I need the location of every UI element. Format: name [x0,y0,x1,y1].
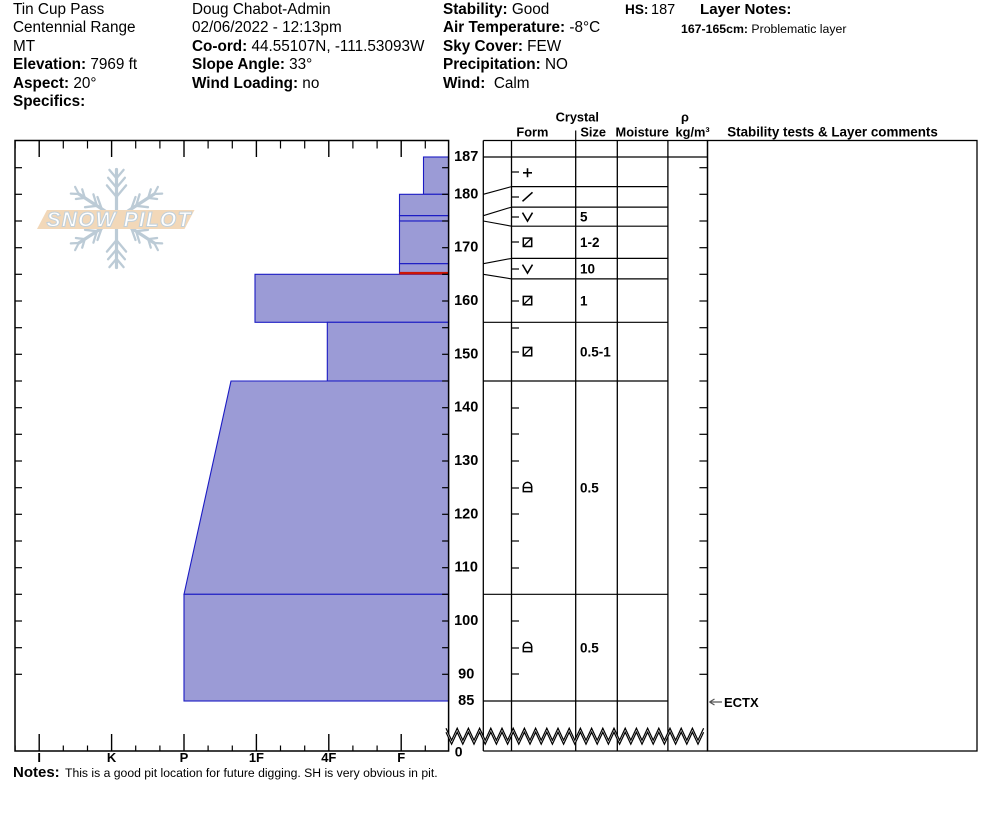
svg-text:10: 10 [580,262,595,277]
svg-text:0.5-1: 0.5-1 [580,345,611,360]
svg-text:Crystal: Crystal [556,110,599,125]
svg-text:1: 1 [580,294,588,309]
svg-text:110: 110 [454,560,477,576]
svg-text:kg/m³: kg/m³ [676,125,710,140]
svg-text:130: 130 [454,453,478,469]
svg-text:Form: Form [516,125,548,140]
svg-text:100: 100 [454,613,478,629]
svg-text:P: P [180,750,189,765]
svg-text:0.5: 0.5 [580,641,599,656]
svg-text:K: K [107,750,117,765]
svg-text:1-2: 1-2 [580,235,600,250]
svg-text:170: 170 [454,240,478,256]
svg-text:ECTX: ECTX [724,695,759,710]
svg-text:Stability tests & Layer commen: Stability tests & Layer comments [727,125,938,140]
svg-text:SNOW PILOT: SNOW PILOT [47,208,193,231]
svg-text:120: 120 [454,506,478,522]
svg-text:90: 90 [458,666,474,682]
svg-text:ρ: ρ [681,110,689,125]
svg-text:F: F [397,750,405,765]
svg-text:5: 5 [580,210,588,225]
svg-text:180: 180 [454,186,478,202]
svg-text:0.5: 0.5 [580,481,599,496]
svg-text:4F: 4F [321,750,336,765]
svg-text:160: 160 [454,293,478,309]
svg-text:1F: 1F [249,750,264,765]
svg-text:Moisture: Moisture [616,125,669,140]
svg-text:85: 85 [458,693,474,709]
svg-text:150: 150 [454,346,478,362]
svg-text:187: 187 [454,149,478,165]
svg-text:I: I [37,750,41,765]
svg-text:0: 0 [455,744,463,760]
svg-text:Size: Size [580,125,606,140]
svg-text:140: 140 [454,400,478,416]
